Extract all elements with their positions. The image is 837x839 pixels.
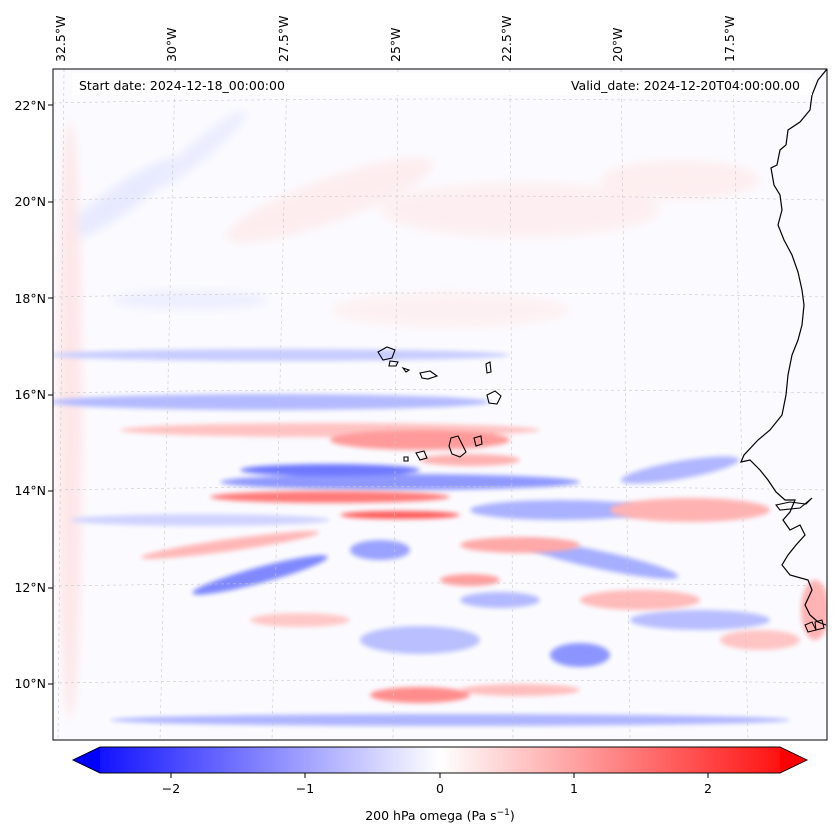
date-annotation-box [72,73,812,95]
colorbar-high-extend [780,747,807,773]
africa-coastline [739,69,827,626]
colorbar-tick-minus-2: −2 [161,781,181,796]
colorbar-label-end: ) [509,808,515,824]
omega-field-negative [53,349,790,726]
map-gridlines [53,69,827,740]
lat-label-12n: 12°N [14,580,46,595]
lat-label-16n: 16°N [14,387,46,402]
omega-field-positive [120,423,827,703]
colorbar-tick-1: 1 [570,781,578,796]
lat-label-10n: 10°N [14,676,46,691]
colorbar [72,746,808,778]
valid-date-label: Valid_date: 2024-12-20T04:00:00.00 [570,78,800,93]
bijagos-islands [804,619,825,633]
cape-verde-islands [377,346,502,462]
map-frame [52,68,828,741]
lat-label-14n: 14°N [14,483,46,498]
colorbar-tick-0: 0 [436,781,444,796]
lat-label-22n: 22°N [14,98,46,113]
colorbar-tick-2: 2 [704,781,712,796]
colorbar-label-sup: −1 [496,808,510,818]
colorbar-label-main: 200 hPa omega (Pa s [365,808,497,824]
lat-label-20n: 20°N [14,194,46,209]
colorbar-low-extend [73,747,100,773]
start-date-label: Start date: 2024-12-18_00:00:00 [79,78,285,93]
gambia-inlet [775,497,813,511]
colorbar-label: 200 hPa omega (Pa s−1) [365,808,515,823]
lat-label-18n: 18°N [14,291,46,306]
colorbar-tick-minus-1: −1 [295,781,315,796]
colorbar-body [72,746,808,774]
